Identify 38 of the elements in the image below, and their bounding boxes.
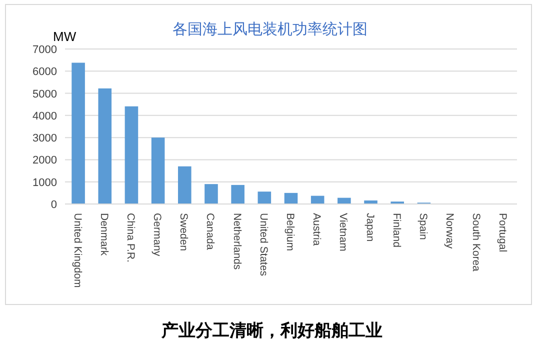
x-tick-label: Finland [390, 213, 402, 248]
bar [284, 192, 298, 204]
text: 产业分工清晰，利好船舶工业 [160, 321, 382, 340]
x-tick-label: Portugal [496, 213, 509, 252]
x-tick-label: Belgium [284, 213, 296, 252]
x-tick-label: South Korea [470, 213, 482, 272]
y-tick-label: 4000 [32, 110, 57, 122]
x-tick-label: United States [257, 213, 270, 276]
x-tick-label: Netherlands [230, 213, 243, 270]
bar [231, 184, 244, 204]
x-tick-label: Vietnam [337, 213, 350, 252]
x-tick-label: Spain [416, 213, 429, 240]
x-tick-label: China P.R. [124, 213, 136, 262]
bar [151, 138, 165, 204]
y-tick-label: 3000 [32, 132, 57, 145]
x-tick-label: Denmark [98, 213, 110, 256]
y-tick-label: 7000 [32, 44, 57, 56]
bar [258, 192, 272, 204]
x-tick-label: Norway [444, 213, 456, 250]
x-tick-label: Austria [310, 213, 323, 246]
bar [72, 62, 85, 204]
y-tick-label: 1000 [32, 176, 57, 189]
chart-title: 各国海上风电装机功率统计图 [172, 21, 368, 38]
y-tick-label: 5000 [32, 88, 57, 100]
y-axis-title: MW [53, 29, 77, 44]
x-tick-label: Canada [204, 213, 216, 250]
y-tick-label: 6000 [32, 66, 57, 78]
x-tick-label: United Kingdom [71, 213, 84, 288]
bar [124, 106, 138, 204]
x-tick-label: Japan [364, 213, 376, 242]
y-tick-label: 0 [50, 199, 57, 211]
bar [338, 198, 351, 204]
bar [178, 166, 192, 204]
x-tick-label: Germany [151, 213, 164, 257]
bar [204, 184, 218, 204]
bar [98, 88, 112, 204]
y-tick-label: 2000 [32, 154, 57, 167]
x-tick-label: Sweden [178, 213, 190, 252]
